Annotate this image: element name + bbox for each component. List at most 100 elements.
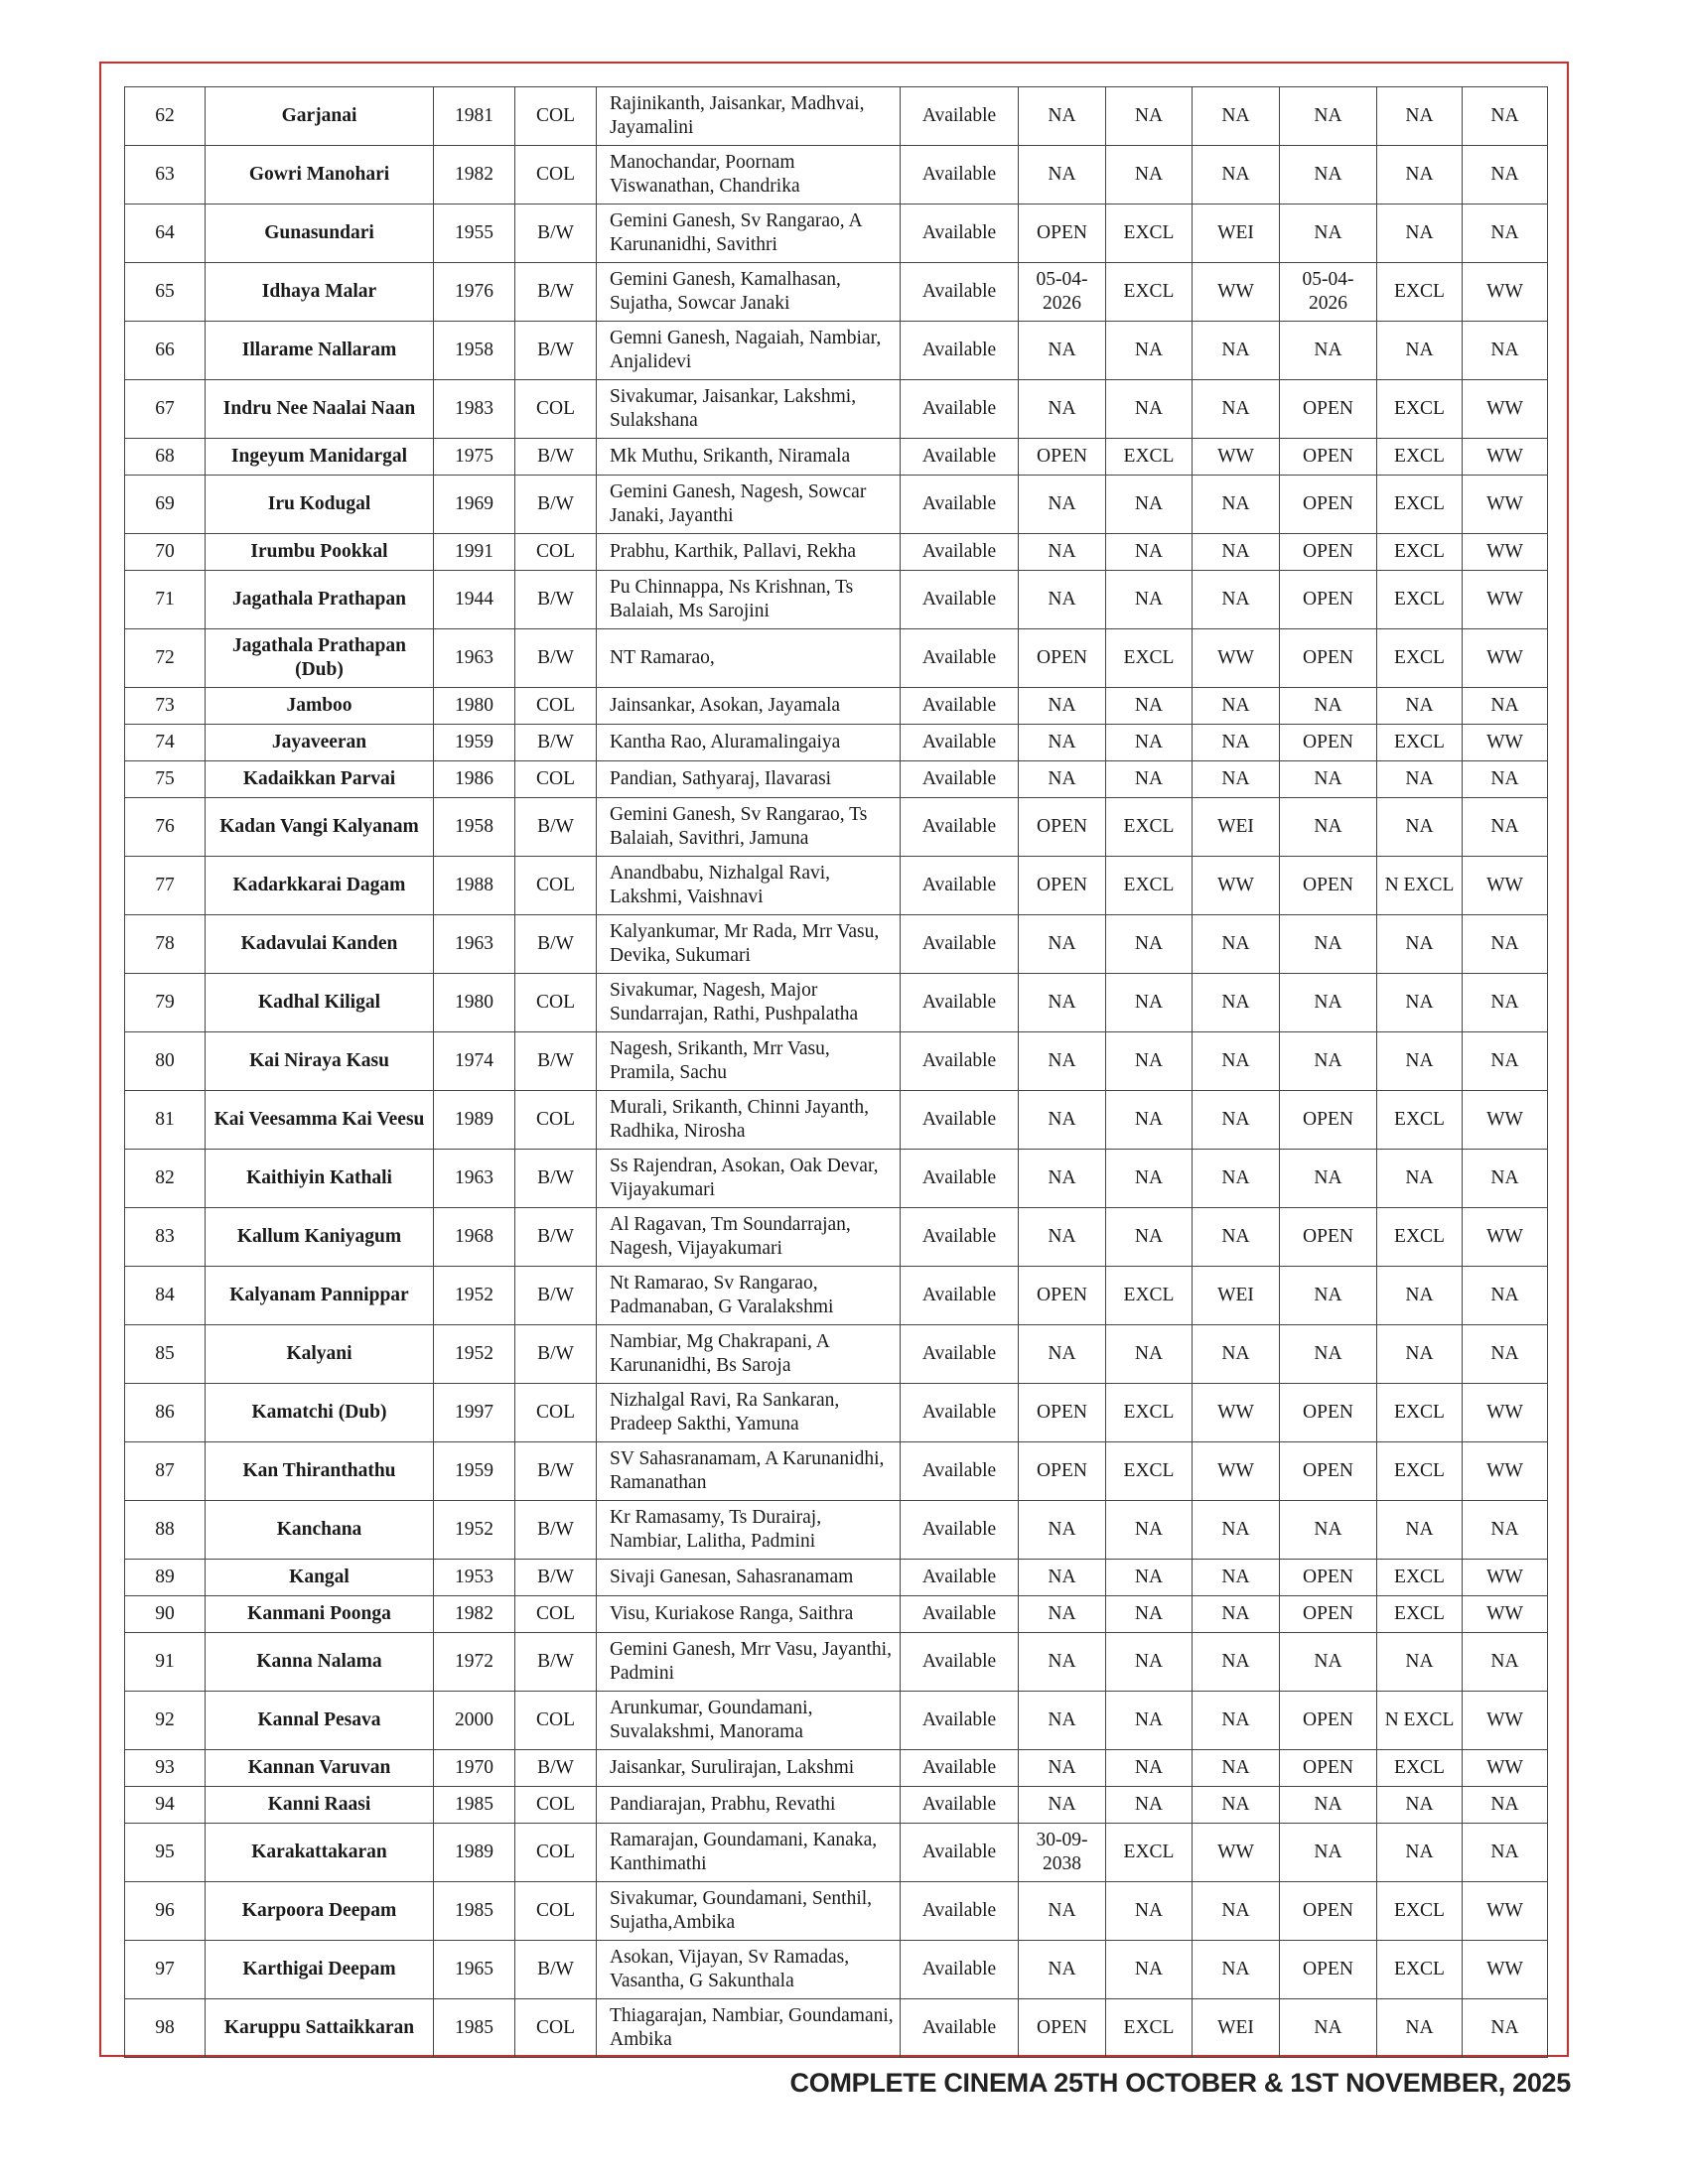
release-year-cell: 1975: [433, 438, 515, 476]
availability-cell: Available: [900, 1207, 1019, 1267]
color-format-cell: B/W: [514, 628, 597, 688]
cast-cell: Kalyankumar, Mr Rada, Mrr Vasu, Devika, …: [596, 914, 901, 974]
film-title-cell: Kamatchi (Dub): [205, 1383, 434, 1442]
rights-2-cell: NA: [1105, 570, 1193, 629]
rights-5-cell: NA: [1376, 145, 1463, 205]
rights-1-cell: NA: [1018, 533, 1106, 571]
rights-5-cell: EXCL: [1376, 1207, 1463, 1267]
cast-cell: Al Ragavan, Tm Soundarrajan, Nagesh, Vij…: [596, 1207, 901, 1267]
rights-3-cell: NA: [1192, 86, 1280, 146]
rights-3-cell: NA: [1192, 570, 1280, 629]
rights-2-cell: NA: [1105, 1881, 1193, 1941]
cast-cell: Murali, Srikanth, Chinni Jayanth, Radhik…: [596, 1090, 901, 1150]
serial-number-cell: 90: [124, 1595, 206, 1633]
availability-cell: Available: [900, 1383, 1019, 1442]
serial-number-cell: 96: [124, 1881, 206, 1941]
rights-4-cell: OPEN: [1279, 533, 1377, 571]
film-title-cell: Kadhal Kiligal: [205, 973, 434, 1032]
rights-1-cell: NA: [1018, 1559, 1106, 1596]
rights-1-cell: OPEN: [1018, 1383, 1106, 1442]
availability-cell: Available: [900, 1998, 1019, 2058]
rights-5-cell: EXCL: [1376, 475, 1463, 534]
rights-3-cell: WW: [1192, 856, 1280, 915]
release-year-cell: 1963: [433, 628, 515, 688]
rights-1-cell: NA: [1018, 1500, 1106, 1560]
cast-cell: Gemini Ganesh, Nagesh, Sowcar Janaki, Ja…: [596, 475, 901, 534]
availability-cell: Available: [900, 204, 1019, 263]
cast-cell: Manochandar, Poornam Viswanathan, Chandr…: [596, 145, 901, 205]
serial-number-cell: 76: [124, 797, 206, 857]
rights-3-cell: NA: [1192, 760, 1280, 798]
rights-4-cell: OPEN: [1279, 856, 1377, 915]
rights-2-cell: NA: [1105, 760, 1193, 798]
rights-4-cell: 05-04-2026: [1279, 262, 1377, 322]
release-year-cell: 1972: [433, 1632, 515, 1692]
film-title-cell: Kaithiyin Kathali: [205, 1149, 434, 1208]
rights-5-cell: NA: [1376, 797, 1463, 857]
film-title-cell: Kangal: [205, 1559, 434, 1596]
rights-3-cell: NA: [1192, 1940, 1280, 1999]
rights-3-cell: WEI: [1192, 204, 1280, 263]
rights-5-cell: NA: [1376, 1266, 1463, 1325]
release-year-cell: 1969: [433, 475, 515, 534]
release-year-cell: 1980: [433, 687, 515, 725]
availability-cell: Available: [900, 1090, 1019, 1150]
rights-4-cell: NA: [1279, 1786, 1377, 1824]
color-format-cell: COL: [514, 1823, 597, 1882]
rights-1-cell: NA: [1018, 1207, 1106, 1267]
rights-2-cell: EXCL: [1105, 1998, 1193, 2058]
rights-3-cell: NA: [1192, 1881, 1280, 1941]
rights-2-cell: EXCL: [1105, 797, 1193, 857]
availability-cell: Available: [900, 1786, 1019, 1824]
film-title-cell: Iru Kodugal: [205, 475, 434, 534]
rights-6-cell: WW: [1462, 1090, 1548, 1150]
cast-cell: Visu, Kuriakose Ranga, Saithra: [596, 1595, 901, 1633]
serial-number-cell: 66: [124, 321, 206, 380]
table-row: 65 Idhaya Malar 1976 B/W Gemini Ganesh, Kama…: [124, 262, 1548, 322]
serial-number-cell: 64: [124, 204, 206, 263]
rights-2-cell: NA: [1105, 1559, 1193, 1596]
cast-cell: Asokan, Vijayan, Sv Ramadas, Vasantha, G…: [596, 1940, 901, 1999]
rights-1-cell: NA: [1018, 1940, 1106, 1999]
color-format-cell: B/W: [514, 1207, 597, 1267]
rights-5-cell: NA: [1376, 760, 1463, 798]
rights-1-cell: OPEN: [1018, 1998, 1106, 2058]
rights-4-cell: NA: [1279, 1266, 1377, 1325]
table-row: 78 Kadavulai Kanden 1963 B/W Kalyankumar, Mr…: [124, 914, 1548, 974]
color-format-cell: COL: [514, 760, 597, 798]
release-year-cell: 1989: [433, 1823, 515, 1882]
rights-1-cell: OPEN: [1018, 438, 1106, 476]
serial-number-cell: 74: [124, 724, 206, 761]
rights-1-cell: NA: [1018, 475, 1106, 534]
cast-cell: Gemni Ganesh, Nagaiah, Nambiar, Anjalide…: [596, 321, 901, 380]
cast-cell: Arunkumar, Goundamani, Suvalakshmi, Mano…: [596, 1691, 901, 1750]
color-format-cell: B/W: [514, 1940, 597, 1999]
table-row: 82 Kaithiyin Kathali 1963 B/W Ss Rajendran, …: [124, 1149, 1548, 1208]
table-row: 63 Gowri Manohari 1982 COL Manochandar, Poor…: [124, 145, 1548, 205]
release-year-cell: 1988: [433, 856, 515, 915]
cast-cell: Pu Chinnappa, Ns Krishnan, Ts Balaiah, M…: [596, 570, 901, 629]
rights-2-cell: EXCL: [1105, 204, 1193, 263]
film-title-cell: Irumbu Pookkal: [205, 533, 434, 571]
cast-cell: Sivaji Ganesan, Sahasranamam: [596, 1559, 901, 1596]
rights-4-cell: OPEN: [1279, 1749, 1377, 1787]
color-format-cell: B/W: [514, 1500, 597, 1560]
rights-3-cell: WW: [1192, 1441, 1280, 1501]
release-year-cell: 1980: [433, 973, 515, 1032]
color-format-cell: B/W: [514, 438, 597, 476]
rights-5-cell: EXCL: [1376, 1881, 1463, 1941]
rights-2-cell: EXCL: [1105, 628, 1193, 688]
availability-cell: Available: [900, 1149, 1019, 1208]
color-format-cell: COL: [514, 86, 597, 146]
availability-cell: Available: [900, 1559, 1019, 1596]
cast-cell: Pandian, Sathyaraj, Ilavarasi: [596, 760, 901, 798]
availability-cell: Available: [900, 1324, 1019, 1384]
rights-2-cell: EXCL: [1105, 1266, 1193, 1325]
color-format-cell: B/W: [514, 1632, 597, 1692]
table-row: 77 Kadarkkarai Dagam 1988 COL Anandbabu, Niz…: [124, 856, 1548, 915]
serial-number-cell: 98: [124, 1998, 206, 2058]
film-title-cell: Kan Thiranthathu: [205, 1441, 434, 1501]
availability-cell: Available: [900, 321, 1019, 380]
rights-2-cell: NA: [1105, 1595, 1193, 1633]
rights-1-cell: OPEN: [1018, 1266, 1106, 1325]
